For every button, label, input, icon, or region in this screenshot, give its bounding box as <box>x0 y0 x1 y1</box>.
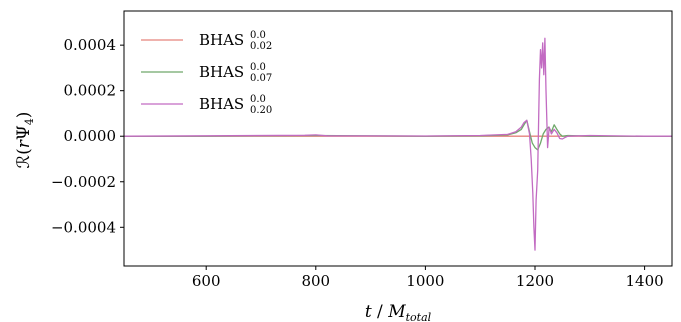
legend-sup-2: 0.0 <box>250 62 266 73</box>
y-axis-label-r-symbol: ℛ <box>14 155 34 169</box>
legend-sub-2: 0.07 <box>250 73 272 84</box>
y-axis-label: ℛ(rΨ4) <box>14 112 36 169</box>
plot-frame <box>123 10 673 267</box>
legend: BHAS 0.0 0.02 BHAS 0.0 0.07 BHAS 0.0 0.2… <box>141 30 272 116</box>
legend-item-1: BHAS 0.0 0.02 <box>141 30 272 52</box>
y-axis-label-open: ( <box>14 148 34 155</box>
plot-lines <box>123 37 672 251</box>
legend-label-1: BHAS <box>199 31 244 49</box>
x-axis-label-m: M <box>387 302 406 322</box>
y-axis-ticks: 0.0004 0.0002 0.0000 −0.0002 −0.0004 <box>51 36 124 236</box>
legend-item-3: BHAS 0.0 0.20 <box>141 94 272 116</box>
x-tick-label: 1400 <box>626 272 664 290</box>
y-axis-label-r: r <box>14 139 34 148</box>
x-axis-label-sub: total <box>406 311 432 322</box>
y-axis-label-sub: 4 <box>23 118 36 125</box>
x-tick-label: 1000 <box>406 272 444 290</box>
y-axis-label-close: ) <box>14 112 34 119</box>
x-axis-label-slash: / <box>372 302 389 322</box>
y-tick-label: 0.0000 <box>64 127 117 145</box>
y-tick-label: −0.0002 <box>51 173 116 191</box>
legend-label-2: BHAS <box>199 63 244 81</box>
legend-sup-3: 0.0 <box>250 94 266 105</box>
legend-sub-1: 0.02 <box>250 41 272 52</box>
x-axis-ticks: 600 800 1000 1200 1400 <box>192 266 664 290</box>
legend-item-2: BHAS 0.0 0.07 <box>141 62 272 84</box>
x-axis-label: t / Mtotal <box>365 302 432 322</box>
series-line-3 <box>123 37 672 251</box>
x-tick-label: 1200 <box>516 272 554 290</box>
x-axis-label-t: t <box>365 302 372 322</box>
x-tick-label: 800 <box>301 272 330 290</box>
legend-label-3: BHAS <box>199 95 244 113</box>
legend-sup-1: 0.0 <box>250 30 266 41</box>
legend-sub-3: 0.20 <box>250 105 272 116</box>
x-tick-label: 600 <box>192 272 221 290</box>
y-axis-label-psi: Ψ <box>14 125 34 140</box>
y-tick-label: 0.0002 <box>64 82 117 100</box>
y-tick-label: 0.0004 <box>64 36 117 54</box>
y-tick-label: −0.0004 <box>51 218 116 236</box>
